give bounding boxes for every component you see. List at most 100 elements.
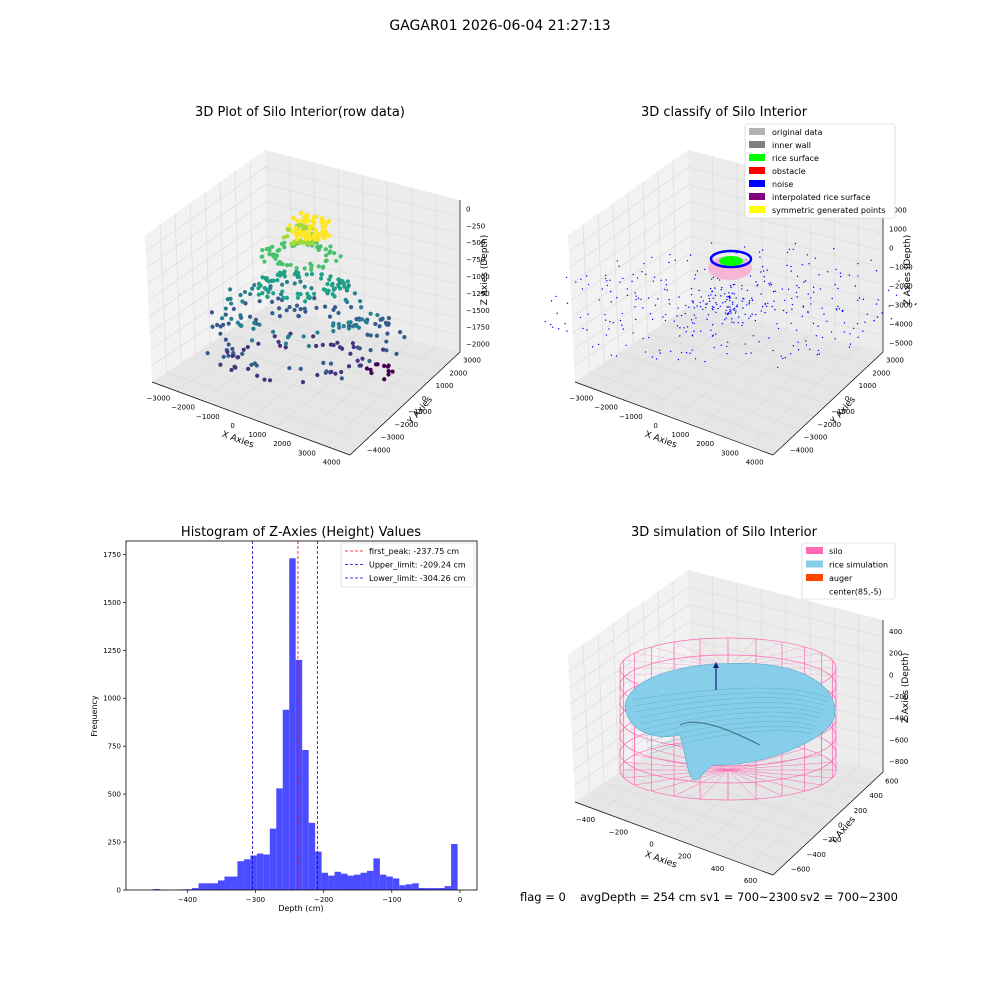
x-axis-line bbox=[574, 801, 774, 876]
raw-data-point bbox=[281, 235, 287, 240]
noise-point bbox=[659, 352, 661, 354]
y-tick-label: −4000 bbox=[790, 447, 814, 455]
raw-data-point bbox=[249, 362, 254, 367]
noise-point bbox=[669, 253, 671, 256]
noise-point bbox=[626, 288, 628, 290]
raw-data-point bbox=[230, 346, 235, 352]
noise-point bbox=[695, 317, 697, 319]
footer-sv1: sv1 = 700~2300 bbox=[700, 890, 798, 904]
raw-data-point bbox=[320, 224, 325, 229]
noise-point bbox=[610, 290, 612, 293]
raw-data-point bbox=[280, 261, 285, 267]
noise-point bbox=[812, 291, 815, 293]
raw-data-point bbox=[304, 272, 309, 277]
noise-point bbox=[668, 303, 671, 305]
raw-data-point bbox=[269, 299, 275, 304]
grid-line bbox=[597, 633, 605, 783]
noise-point bbox=[766, 269, 768, 271]
raw-data-point bbox=[291, 215, 296, 221]
x-tick-label: 0 bbox=[649, 840, 653, 848]
raw-data-point bbox=[210, 324, 215, 329]
z-tick-label: −600 bbox=[889, 736, 908, 744]
noise-point bbox=[786, 251, 789, 254]
histogram-bar bbox=[353, 874, 361, 890]
raw-data-point bbox=[225, 349, 230, 355]
noise-point bbox=[826, 320, 828, 322]
raw-data-point bbox=[218, 331, 223, 336]
raw-data-point bbox=[249, 338, 255, 343]
noise-point bbox=[597, 343, 600, 346]
raw-data-point bbox=[284, 295, 289, 300]
raw-data-point bbox=[298, 279, 303, 284]
noise-point bbox=[651, 256, 653, 259]
noise-point bbox=[727, 341, 729, 343]
grid-line bbox=[574, 287, 884, 366]
grid-line bbox=[647, 753, 842, 811]
raw-data-point bbox=[264, 246, 269, 252]
z-tick-label: 400 bbox=[889, 628, 902, 636]
panel-raw-title: 3D Plot of Silo Interior(row data) bbox=[195, 105, 405, 120]
grid-line bbox=[300, 340, 413, 437]
grid-line bbox=[736, 162, 740, 317]
grid-line bbox=[661, 323, 856, 379]
histogram-bar bbox=[392, 878, 400, 890]
noise-point bbox=[619, 319, 622, 322]
raw-data-point bbox=[368, 333, 373, 338]
histogram-bar bbox=[302, 750, 309, 890]
noise-point bbox=[632, 273, 634, 276]
raw-data-point bbox=[223, 306, 228, 311]
panel-simulation: 3D simulation of Silo Interior −400 −200 0… bbox=[568, 525, 911, 885]
raw-data-point bbox=[302, 234, 308, 239]
histogram-bar bbox=[315, 851, 322, 890]
noise-point bbox=[693, 322, 695, 324]
raw-data-point bbox=[230, 353, 235, 358]
noise-point bbox=[854, 285, 857, 287]
noise-point bbox=[717, 307, 719, 310]
panel-simulation-x-label: X Axies bbox=[643, 850, 678, 871]
noise-point bbox=[676, 325, 679, 327]
grid-line bbox=[238, 323, 433, 379]
x-tick-label: 3000 bbox=[721, 449, 739, 457]
grid-line bbox=[676, 314, 870, 366]
noise-point bbox=[839, 272, 842, 274]
raw-data-point bbox=[256, 341, 261, 346]
noise-point bbox=[748, 302, 750, 304]
rice-mesh-line bbox=[639, 707, 823, 725]
z-tick-label: 0 bbox=[889, 245, 893, 253]
noise-point bbox=[877, 299, 879, 301]
y-tick-label: −3000 bbox=[381, 434, 405, 442]
noise-point bbox=[803, 281, 805, 283]
noise-point bbox=[732, 308, 735, 310]
noise-point bbox=[790, 265, 792, 268]
noise-point bbox=[792, 345, 794, 347]
noise-point bbox=[787, 288, 790, 290]
y-tick-label: −3000 bbox=[804, 434, 828, 442]
noise-point bbox=[688, 306, 690, 308]
raw-data-point bbox=[313, 343, 319, 349]
noise-point bbox=[634, 292, 636, 294]
noise-point bbox=[771, 305, 773, 308]
noise-point bbox=[790, 353, 792, 355]
noise-point bbox=[680, 351, 683, 354]
raw-data-point bbox=[295, 295, 301, 300]
raw-data-point bbox=[364, 366, 370, 371]
silo-floor-spoke bbox=[634, 754, 729, 771]
grid-line bbox=[147, 218, 461, 301]
raw-data-point bbox=[331, 307, 336, 312]
noise-point bbox=[690, 319, 693, 321]
noise-point bbox=[662, 316, 664, 318]
panel-classify-title: 3D classify of Silo Interior bbox=[641, 105, 808, 120]
x-tick-label: −2000 bbox=[171, 404, 195, 412]
panel-raw: 3D Plot of Silo Interior(row data) −3000… bbox=[145, 105, 490, 466]
noise-point bbox=[796, 284, 798, 287]
noise-point bbox=[685, 304, 687, 307]
raw-data-point bbox=[319, 216, 324, 221]
histogram-bar bbox=[153, 889, 160, 890]
noise-point bbox=[761, 249, 764, 251]
rice-mesh-line bbox=[633, 692, 829, 707]
noise-point bbox=[622, 328, 624, 330]
grid-line bbox=[174, 213, 182, 363]
x-tick-label: −300 bbox=[246, 896, 265, 904]
raw-data-point bbox=[283, 345, 288, 350]
raw-data-point bbox=[332, 251, 337, 256]
